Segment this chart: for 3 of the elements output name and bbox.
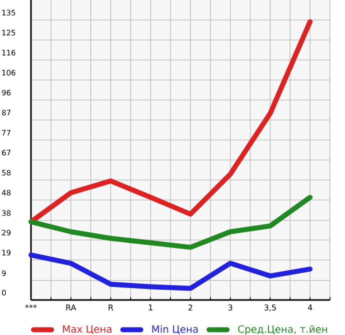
legend-label: Сред.Цена, т.йен <box>238 325 328 335</box>
legend-label: Min Цена <box>152 325 198 334</box>
legend-label: Max Цена <box>63 325 112 334</box>
